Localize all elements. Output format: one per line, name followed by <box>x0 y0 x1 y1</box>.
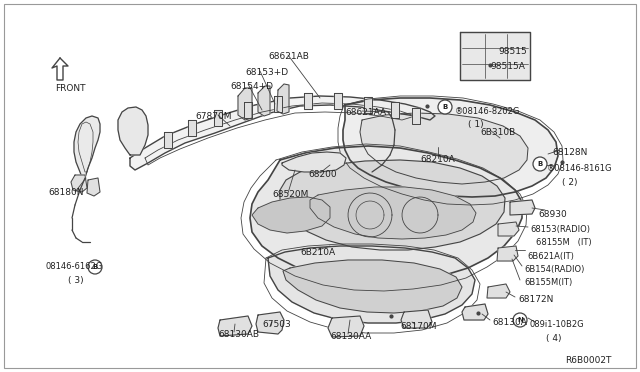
Text: B: B <box>442 104 447 110</box>
Text: 68128N: 68128N <box>552 148 588 157</box>
Polygon shape <box>130 96 435 170</box>
Polygon shape <box>74 116 100 180</box>
Polygon shape <box>498 222 519 236</box>
Polygon shape <box>274 96 282 112</box>
Polygon shape <box>280 160 505 250</box>
Text: 68170M: 68170M <box>400 322 436 331</box>
Text: ( 1): ( 1) <box>468 120 484 129</box>
Text: 6B154(RADIO): 6B154(RADIO) <box>524 265 584 274</box>
Polygon shape <box>401 310 432 328</box>
Polygon shape <box>218 316 252 336</box>
Text: ( 4): ( 4) <box>546 334 561 343</box>
Polygon shape <box>304 93 312 109</box>
Text: 68930: 68930 <box>538 210 567 219</box>
Polygon shape <box>52 58 68 80</box>
Polygon shape <box>277 84 289 114</box>
Text: 68155M   (IT): 68155M (IT) <box>536 238 591 247</box>
Text: 08146-6162G: 08146-6162G <box>45 262 102 271</box>
Text: 68130A: 68130A <box>492 318 527 327</box>
Polygon shape <box>250 146 522 282</box>
Text: ( 2): ( 2) <box>562 178 577 187</box>
Text: 6B210A: 6B210A <box>300 248 335 257</box>
Polygon shape <box>252 197 330 233</box>
Polygon shape <box>364 97 372 113</box>
Text: 98515A: 98515A <box>490 62 525 71</box>
Polygon shape <box>462 304 488 320</box>
Polygon shape <box>460 32 530 80</box>
Polygon shape <box>87 178 100 196</box>
Text: 68154+D: 68154+D <box>230 82 273 91</box>
Text: N: N <box>517 317 523 323</box>
Polygon shape <box>71 175 87 192</box>
Polygon shape <box>343 98 558 197</box>
Polygon shape <box>268 246 475 323</box>
Text: 67503: 67503 <box>262 320 291 329</box>
Text: 68172N: 68172N <box>518 295 554 304</box>
Text: 68200: 68200 <box>308 170 337 179</box>
Polygon shape <box>283 260 462 313</box>
Polygon shape <box>328 316 364 337</box>
Text: 6B310B: 6B310B <box>480 128 515 137</box>
Text: 68210A: 68210A <box>420 155 455 164</box>
Text: 67870M: 67870M <box>195 112 232 121</box>
Text: ®08146-8161G: ®08146-8161G <box>547 164 612 173</box>
Text: 68621AB: 68621AB <box>268 52 309 61</box>
Polygon shape <box>164 132 172 148</box>
Text: 68153+D: 68153+D <box>245 68 288 77</box>
Text: 6B155M(IT): 6B155M(IT) <box>524 278 572 287</box>
Circle shape <box>513 313 527 327</box>
Text: 68153(RADIO): 68153(RADIO) <box>530 225 590 234</box>
Text: R6B0002T: R6B0002T <box>565 356 611 365</box>
Text: B: B <box>92 264 98 270</box>
Polygon shape <box>310 187 476 239</box>
Text: B: B <box>538 161 543 167</box>
Text: FRONT: FRONT <box>55 84 86 93</box>
Polygon shape <box>214 110 222 126</box>
Text: 98515: 98515 <box>498 47 527 56</box>
Text: 68621AA: 68621AA <box>345 108 386 117</box>
Text: 6B621A(IT): 6B621A(IT) <box>527 252 574 261</box>
Circle shape <box>533 157 547 171</box>
Polygon shape <box>244 102 252 118</box>
Text: 68130AA: 68130AA <box>330 332 371 341</box>
Polygon shape <box>510 200 535 215</box>
Polygon shape <box>282 152 346 172</box>
Polygon shape <box>391 102 399 118</box>
Polygon shape <box>360 113 528 184</box>
Polygon shape <box>487 284 510 298</box>
Polygon shape <box>497 246 518 261</box>
Polygon shape <box>334 93 342 109</box>
Text: 68520M: 68520M <box>272 190 308 199</box>
Text: 089i1-10B2G: 089i1-10B2G <box>530 320 584 329</box>
Text: 68180N: 68180N <box>48 188 83 197</box>
Text: ( 3): ( 3) <box>68 276 84 285</box>
Text: ®08146-8202G: ®08146-8202G <box>455 107 520 116</box>
Circle shape <box>438 100 452 114</box>
Polygon shape <box>258 86 270 116</box>
Polygon shape <box>238 88 252 120</box>
Circle shape <box>88 260 102 274</box>
Polygon shape <box>118 107 148 155</box>
Text: 68130AB: 68130AB <box>218 330 259 339</box>
Polygon shape <box>256 312 284 334</box>
Polygon shape <box>412 108 420 124</box>
Polygon shape <box>188 120 196 136</box>
